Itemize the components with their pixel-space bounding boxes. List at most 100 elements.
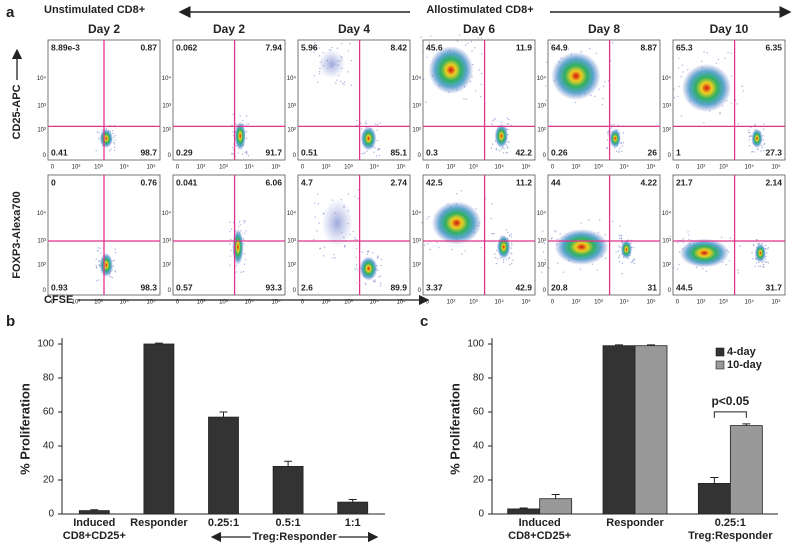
event-dot <box>374 123 377 125</box>
quadrant-value: 26 <box>648 147 658 157</box>
axis-tick-label: 10² <box>697 300 706 306</box>
event-dot <box>245 230 247 232</box>
quadrant-value: 42.5 <box>426 177 443 187</box>
event-dot <box>237 226 240 228</box>
event-dot <box>606 139 609 142</box>
event-dot <box>507 128 509 131</box>
axis-tick-label: 10³ <box>662 239 671 245</box>
event-dot <box>763 123 765 126</box>
event-dot <box>95 258 97 261</box>
event-dot <box>357 269 359 271</box>
column-label: Day 8 <box>588 22 620 36</box>
event-dot <box>245 150 248 153</box>
event-dot <box>312 239 315 241</box>
event-dot <box>687 231 689 233</box>
annotation: p<0.05 <box>711 394 749 408</box>
event-dot <box>688 238 690 241</box>
axis-label: CFSE <box>44 294 73 306</box>
event-dot <box>602 85 605 88</box>
event-dot <box>355 267 358 269</box>
panel-label: a <box>6 4 15 21</box>
event-dot <box>495 263 498 265</box>
cell-population <box>321 199 353 247</box>
event-dot <box>594 95 596 98</box>
event-dot <box>611 220 614 223</box>
column-label: Day 2 <box>213 22 245 36</box>
event-dot <box>356 124 358 126</box>
event-dot <box>239 224 241 226</box>
event-dot <box>242 238 245 240</box>
legend-swatch <box>715 360 725 370</box>
event-dot <box>579 268 582 270</box>
event-dot <box>760 150 762 152</box>
axis-tick-label: 0 <box>293 153 297 159</box>
y-tick-label: 100 <box>467 339 484 350</box>
event-dot <box>471 50 473 52</box>
event-dot <box>378 154 381 157</box>
event-dot <box>451 248 453 251</box>
event-dot <box>719 113 721 115</box>
event-dot <box>312 47 314 49</box>
event-dot <box>764 261 767 263</box>
event-dot <box>365 120 367 122</box>
error-bar <box>551 493 560 499</box>
cell-population <box>496 235 511 259</box>
event-dot <box>618 256 620 259</box>
event-dot <box>229 238 232 241</box>
y-tick-label: 80 <box>473 373 485 384</box>
quadrant-value: 98.7 <box>140 147 157 157</box>
event-dot <box>548 267 550 269</box>
axis-tick-label: 10² <box>287 263 296 269</box>
axis-tick-label: 0 <box>293 288 297 294</box>
event-dot <box>621 262 624 264</box>
quadrant-value: 0.87 <box>140 42 157 52</box>
event-dot <box>357 197 359 200</box>
error-bar <box>154 342 163 344</box>
event-dot <box>673 88 675 90</box>
event-dot <box>753 151 756 153</box>
error-bar <box>615 344 623 346</box>
axis-tick-label: 10⁴ <box>745 299 755 306</box>
event-dot <box>243 252 246 255</box>
event-dot <box>680 76 683 78</box>
event-dot <box>588 47 591 50</box>
event-dot <box>229 243 231 245</box>
event-dot <box>114 270 117 272</box>
axis-tick-label: 10² <box>37 263 46 269</box>
event-dot <box>545 84 547 87</box>
quadrant-value: 6.35 <box>765 42 782 52</box>
event-dot <box>480 72 483 75</box>
event-dot <box>458 34 461 36</box>
axis-tick-label: 10² <box>447 300 456 306</box>
event-dot <box>493 233 495 235</box>
event-dot <box>436 241 438 244</box>
event-dot <box>465 98 467 101</box>
error-bar <box>519 507 528 509</box>
event-dot <box>333 253 335 256</box>
event-dot <box>766 261 768 263</box>
event-dot <box>112 132 114 135</box>
event-dot <box>365 122 368 125</box>
event-dot <box>229 230 231 233</box>
event-dot <box>422 78 425 81</box>
event-dot <box>757 265 760 267</box>
event-dot <box>372 252 374 254</box>
cell-population <box>359 256 378 281</box>
event-dot <box>380 282 382 284</box>
y-axis-label: % Proliferation <box>17 383 32 475</box>
axis-tick-label: 10³ <box>594 165 603 171</box>
event-dot <box>549 43 552 45</box>
axis-tick-label: 10⁴ <box>162 210 172 217</box>
event-dot <box>433 49 435 51</box>
event-dot <box>421 221 423 224</box>
header: Unstimulated CD8+ <box>44 4 145 16</box>
event-dot <box>505 152 508 154</box>
axis-tick-label: 10³ <box>219 165 228 171</box>
event-dot <box>542 251 545 253</box>
event-dot <box>318 222 320 224</box>
axis-tick-label: 10⁵ <box>396 164 406 171</box>
event-dot <box>230 228 233 230</box>
event-dot <box>323 246 326 248</box>
event-dot <box>715 62 718 64</box>
axis-tick-label: 10⁵ <box>771 299 781 306</box>
